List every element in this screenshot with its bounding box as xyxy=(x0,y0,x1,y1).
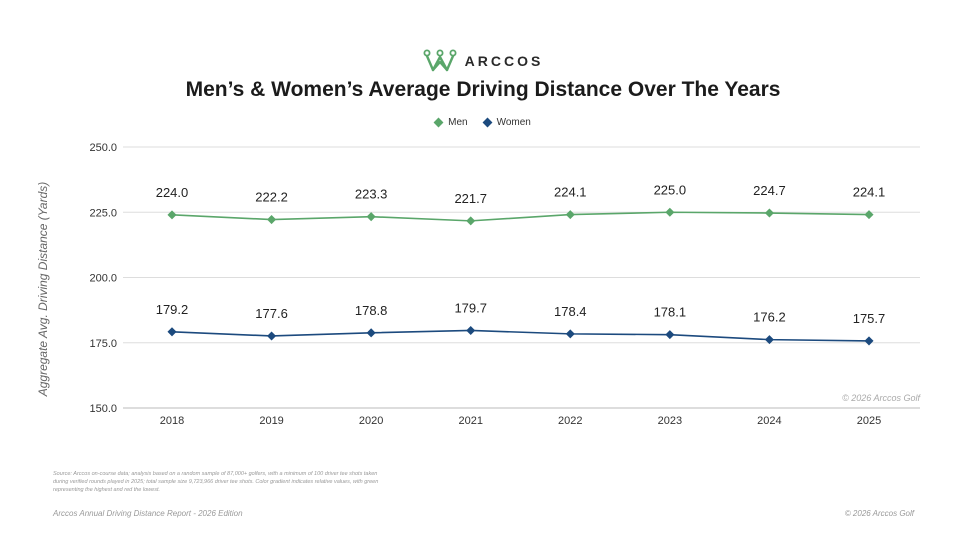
x-tick-label: 2019 xyxy=(259,415,283,427)
y-tick-label: 225.0 xyxy=(89,207,117,219)
legend-label-women: Women xyxy=(496,117,531,128)
source-note: Source: Arccos on-course data; analysis … xyxy=(53,471,379,493)
data-point-men xyxy=(665,207,675,217)
data-label-men: 224.1 xyxy=(853,185,886,200)
footer-report-title: Arccos Annual Driving Distance Report - … xyxy=(53,509,243,518)
data-point-men xyxy=(565,210,575,220)
y-tick-label: 150.0 xyxy=(89,403,117,415)
data-label-women: 178.4 xyxy=(554,304,587,319)
brand-name: ARCCOS xyxy=(464,53,544,69)
data-point-women xyxy=(366,328,376,338)
brand-logo: ARCCOS xyxy=(0,46,966,76)
data-label-men: 225.0 xyxy=(654,182,687,197)
legend-item-women: Women xyxy=(482,117,531,128)
arccos-crown-icon xyxy=(423,49,457,72)
data-label-men: 222.2 xyxy=(255,190,288,205)
data-label-men: 223.3 xyxy=(355,187,388,202)
x-tick-label: 2021 xyxy=(458,415,482,427)
data-label-women: 178.1 xyxy=(654,305,687,320)
data-point-men xyxy=(864,210,874,220)
data-label-women: 178.8 xyxy=(355,303,388,318)
legend-item-men: Men xyxy=(433,117,468,128)
data-point-women xyxy=(466,325,476,336)
data-label-women: 176.2 xyxy=(753,310,786,325)
data-label-men: 224.0 xyxy=(156,185,189,200)
x-tick-label: 2018 xyxy=(160,415,184,427)
data-point-women xyxy=(267,331,277,341)
data-label-men: 224.7 xyxy=(753,183,786,198)
chart-legend: Men Women xyxy=(0,117,966,128)
data-label-men: 224.1 xyxy=(554,185,587,200)
data-label-men: 221.7 xyxy=(454,191,487,206)
y-tick-label: 175.0 xyxy=(89,338,117,350)
y-tick-label: 200.0 xyxy=(89,273,117,285)
data-point-men xyxy=(366,212,376,222)
data-point-women xyxy=(167,327,177,337)
series-line-women xyxy=(171,329,870,342)
data-point-women xyxy=(864,336,874,346)
data-label-women: 179.2 xyxy=(156,302,189,317)
data-label-women: 179.7 xyxy=(454,300,487,315)
legend-label-men: Men xyxy=(448,117,468,128)
data-point-men xyxy=(167,210,177,220)
x-tick-label: 2020 xyxy=(359,415,383,427)
footer-copyright: © 2026 Arccos Golf xyxy=(844,509,914,518)
data-point-women xyxy=(665,330,675,340)
x-tick-label: 2024 xyxy=(757,415,781,427)
x-tick-label: 2023 xyxy=(658,415,682,427)
data-point-women xyxy=(565,329,575,339)
data-point-men xyxy=(466,216,476,226)
data-point-men xyxy=(267,215,277,225)
data-point-men xyxy=(764,208,774,218)
x-tick-label: 2025 xyxy=(857,415,881,427)
x-tick-label: 2022 xyxy=(558,415,582,427)
chart-watermark: © 2026 Arccos Golf xyxy=(842,393,920,403)
y-tick-label: 250.0 xyxy=(89,142,117,154)
data-label-women: 175.7 xyxy=(853,311,886,326)
data-label-women: 177.6 xyxy=(255,306,288,321)
chart-title: Men’s & Women’s Average Driving Distance… xyxy=(185,78,781,101)
series-line-men xyxy=(171,211,870,222)
